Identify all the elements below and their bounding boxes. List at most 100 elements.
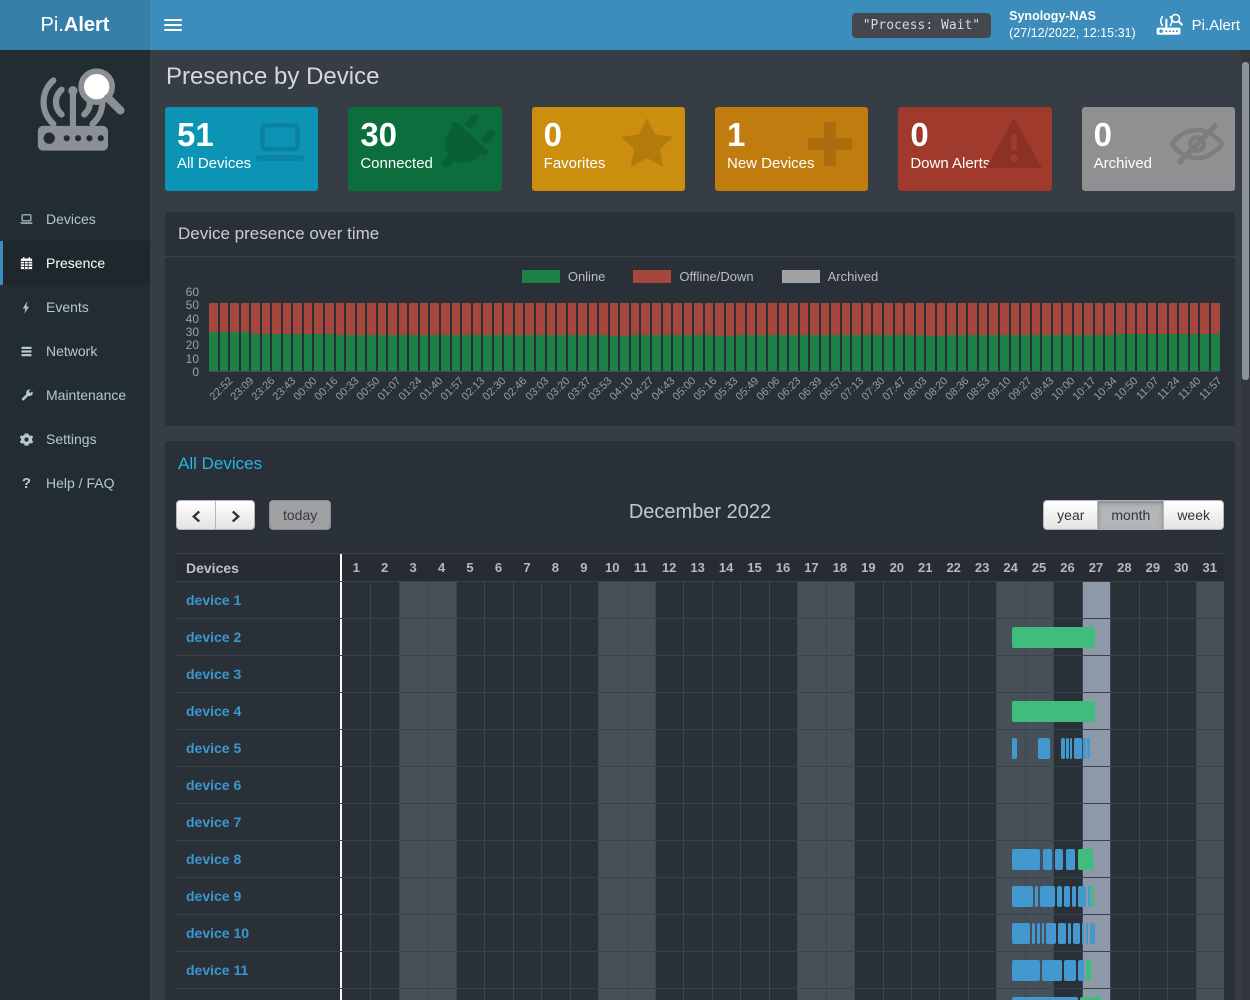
presence-bar bbox=[1066, 738, 1069, 759]
gear-icon bbox=[18, 432, 35, 447]
sidebar-item-maintenance[interactable]: Maintenance bbox=[0, 373, 150, 417]
day-header-23: 23 bbox=[974, 560, 990, 575]
view-year-button[interactable]: year bbox=[1043, 500, 1099, 530]
infobox-connected[interactable]: 30 Connected bbox=[348, 107, 502, 191]
device-link-device-1[interactable]: device 1 bbox=[186, 592, 242, 608]
presence-grid bbox=[340, 952, 1224, 988]
day-cell bbox=[1167, 656, 1195, 692]
day-cell bbox=[1167, 730, 1195, 766]
sidebar-item-events[interactable]: Events bbox=[0, 285, 150, 329]
device-link-device-11[interactable]: device 11 bbox=[186, 962, 249, 978]
chart-bar bbox=[472, 303, 482, 371]
process-status-badge[interactable]: "Process: Wait" bbox=[851, 12, 992, 38]
chart-bar bbox=[884, 303, 893, 371]
device-link-device-2[interactable]: device 2 bbox=[186, 629, 242, 645]
chart-bar bbox=[1126, 303, 1136, 371]
day-cell bbox=[342, 582, 370, 618]
day-cell bbox=[967, 915, 996, 951]
device-link-device-5[interactable]: device 5 bbox=[186, 740, 242, 756]
sidebar-menu: Devices Presence Events Network Maintenance S… bbox=[0, 197, 150, 505]
day-cell bbox=[683, 804, 711, 840]
day-cell bbox=[541, 878, 569, 914]
day-header-20: 20 bbox=[889, 560, 905, 575]
day-cell bbox=[768, 878, 797, 914]
day-cell bbox=[512, 656, 541, 692]
brand-logo-link[interactable]: Pi. Alert bbox=[0, 0, 150, 50]
chart-bar bbox=[567, 303, 577, 371]
device-link-device-10[interactable]: device 10 bbox=[186, 925, 250, 941]
infobox-label: Favorites bbox=[543, 154, 606, 172]
day-header-6: 6 bbox=[494, 560, 503, 575]
presence-grid bbox=[340, 915, 1224, 951]
device-link-device-4[interactable]: device 4 bbox=[186, 703, 242, 719]
app-link[interactable]: Pi.Alert bbox=[1154, 13, 1240, 37]
sidebar-item-network[interactable]: Network bbox=[0, 329, 150, 373]
day-cell bbox=[1138, 730, 1167, 766]
sidebar-item-presence[interactable]: Presence bbox=[0, 241, 150, 285]
day-cell bbox=[683, 730, 711, 766]
day-cell bbox=[740, 878, 768, 914]
chart-bar bbox=[377, 303, 387, 371]
day-cell bbox=[342, 915, 370, 951]
plug-icon bbox=[434, 114, 495, 174]
day-cell bbox=[569, 582, 598, 618]
day-header-22: 22 bbox=[946, 560, 961, 575]
chart-bar bbox=[1021, 303, 1030, 371]
day-header-30: 30 bbox=[1174, 560, 1189, 575]
sidebar-toggle-icon[interactable] bbox=[150, 0, 196, 50]
day-header-27: 27 bbox=[1088, 560, 1104, 575]
day-cell bbox=[370, 619, 398, 655]
day-cell bbox=[711, 619, 740, 655]
day-cell bbox=[1138, 656, 1167, 692]
scrollbar-thumb[interactable] bbox=[1242, 62, 1249, 380]
sidebar-item-settings[interactable]: Settings bbox=[0, 417, 150, 461]
chart-bar bbox=[230, 303, 239, 371]
view-month-button[interactable]: month bbox=[1097, 500, 1165, 530]
device-link-device-6[interactable]: device 6 bbox=[186, 777, 242, 793]
day-cell bbox=[996, 989, 1025, 1000]
day-cell bbox=[711, 915, 740, 951]
sidebar-item-devices[interactable]: Devices bbox=[0, 197, 150, 241]
day-cell bbox=[996, 730, 1025, 766]
today-button[interactable]: today bbox=[269, 500, 332, 530]
infobox-new-devices[interactable]: 1 New Devices bbox=[714, 107, 869, 191]
day-cell bbox=[882, 841, 911, 877]
infobox-archived[interactable]: 0 Archived bbox=[1081, 107, 1235, 191]
day-cell bbox=[683, 915, 711, 951]
day-cell bbox=[370, 767, 398, 803]
device-link-device-7[interactable]: device 7 bbox=[186, 814, 242, 830]
device-link-device-8[interactable]: device 8 bbox=[186, 851, 242, 867]
infobox-all-devices[interactable]: 51 All Devices bbox=[165, 107, 319, 191]
day-cell bbox=[455, 878, 484, 914]
prev-month-button[interactable] bbox=[176, 500, 216, 530]
day-cell bbox=[541, 767, 569, 803]
day-cell bbox=[882, 730, 911, 766]
day-cell bbox=[683, 952, 711, 988]
infobox-value: 30 bbox=[360, 116, 398, 153]
device-link-device-3[interactable]: device 3 bbox=[186, 666, 242, 682]
day-cell bbox=[797, 915, 826, 951]
infobox-favorites[interactable]: 0 Favorites bbox=[531, 107, 685, 191]
sidebar-item-help-faq[interactable]: ? Help / FAQ bbox=[0, 461, 150, 505]
device-link-device-9[interactable]: device 9 bbox=[186, 888, 242, 904]
day-cell bbox=[427, 878, 456, 914]
next-month-button[interactable] bbox=[215, 500, 255, 530]
day-cell bbox=[740, 656, 768, 692]
day-cell bbox=[996, 804, 1025, 840]
chart-bar bbox=[746, 303, 756, 371]
presence-bar bbox=[1040, 886, 1056, 907]
view-week-button[interactable]: week bbox=[1163, 500, 1224, 530]
legend-swatch bbox=[521, 270, 560, 283]
day-cell bbox=[654, 952, 683, 988]
infobox-label: Archived bbox=[1093, 154, 1152, 172]
day-cell bbox=[882, 952, 911, 988]
all-devices-panel: All Devices today December 2022 year mont… bbox=[165, 441, 1235, 1000]
day-cell bbox=[882, 582, 911, 618]
legend-label: Online bbox=[567, 269, 606, 284]
day-cell bbox=[996, 582, 1025, 618]
day-cell bbox=[911, 989, 939, 1000]
presence-bar bbox=[1042, 923, 1045, 944]
day-header-31: 31 bbox=[1202, 560, 1217, 575]
infobox-down-alerts[interactable]: 0 Down Alerts bbox=[898, 107, 1052, 191]
day-cell bbox=[825, 730, 855, 766]
